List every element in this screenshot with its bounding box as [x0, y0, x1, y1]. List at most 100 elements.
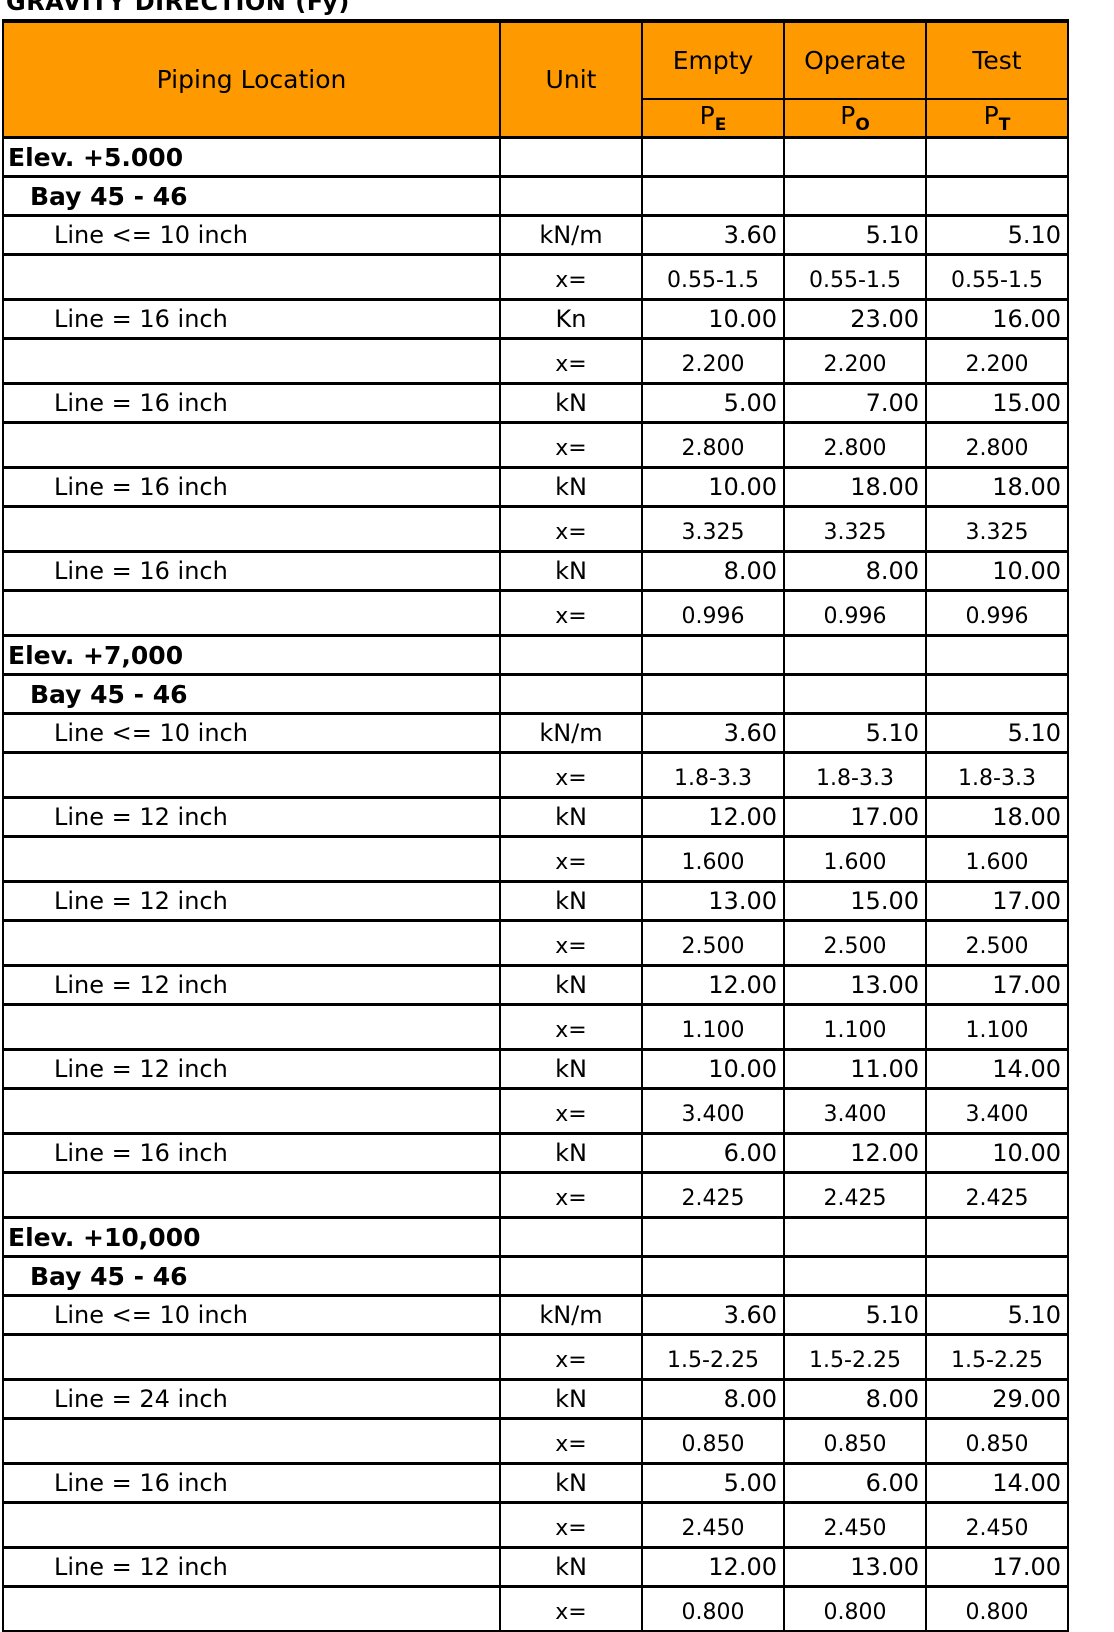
operate-load-value: 8.00 — [783, 1378, 927, 1420]
operate-load-value: 5.10 — [783, 214, 927, 256]
test-load-value: 18.00 — [925, 796, 1069, 838]
test-x-value: 1.5-2.25 — [925, 1333, 1069, 1381]
test-load-value: 17.00 — [925, 880, 1069, 922]
empty-cell — [2, 589, 501, 637]
line-load-row: Line <= 10 inch kN/m 3.60 5.10 5.10 — [2, 712, 1069, 754]
x-label: x= — [499, 1417, 643, 1465]
empty-cell — [499, 634, 643, 676]
header-unit: Unit — [499, 19, 643, 139]
empty-load-value: 5.00 — [641, 1462, 785, 1504]
operate-x-value: 2.200 — [783, 337, 927, 385]
header-empty: Empty — [641, 19, 785, 100]
line-load-row: Line <= 10 inch kN/m 3.60 5.10 5.10 — [2, 1294, 1069, 1336]
unit-cell: kN — [499, 964, 643, 1006]
empty-cell — [641, 175, 785, 217]
line-load-row: Line <= 10 inch kN/m 3.60 5.10 5.10 — [2, 214, 1069, 256]
empty-cell — [2, 1333, 501, 1381]
operate-x-value: 0.996 — [783, 589, 927, 637]
empty-cell — [2, 1171, 501, 1219]
test-load-value: 29.00 — [925, 1378, 1069, 1420]
empty-cell — [2, 337, 501, 385]
header-test: Test — [925, 19, 1069, 100]
empty-cell — [641, 634, 785, 676]
test-x-value: 3.325 — [925, 505, 1069, 553]
bay-label: Bay 45 - 46 — [2, 1255, 501, 1297]
operate-x-value: 2.425 — [783, 1171, 927, 1219]
line-load-row: Line = 16 inch kN 10.00 18.00 18.00 — [2, 466, 1069, 508]
location-x-row: x= 1.100 1.100 1.100 — [2, 1003, 1069, 1051]
operate-x-value: 0.800 — [783, 1585, 927, 1632]
empty-cell — [2, 421, 501, 469]
test-x-value: 0.850 — [925, 1417, 1069, 1465]
elevation-row: Elev. +10,000 — [2, 1216, 1069, 1258]
operate-load-value: 23.00 — [783, 298, 927, 340]
empty-x-value: 0.800 — [641, 1585, 785, 1632]
unit-cell: kN — [499, 1378, 643, 1420]
test-x-value: 1.8-3.3 — [925, 751, 1069, 799]
unit-cell: kN — [499, 382, 643, 424]
operate-x-value: 1.100 — [783, 1003, 927, 1051]
empty-x-value: 0.850 — [641, 1417, 785, 1465]
header-po: PO — [783, 98, 927, 139]
header-piping-location: Piping Location — [2, 19, 501, 139]
operate-load-value: 12.00 — [783, 1132, 927, 1174]
operate-x-value: 1.600 — [783, 835, 927, 883]
location-x-row: x= 2.800 2.800 2.800 — [2, 421, 1069, 469]
empty-x-value: 1.5-2.25 — [641, 1333, 785, 1381]
test-load-value: 5.10 — [925, 1294, 1069, 1336]
bay-row: Bay 45 - 46 — [2, 1255, 1069, 1297]
elevation-label: Elev. +5.000 — [2, 136, 501, 178]
empty-load-value: 13.00 — [641, 880, 785, 922]
empty-cell — [2, 1501, 501, 1549]
empty-cell — [641, 1216, 785, 1258]
operate-x-value: 1.8-3.3 — [783, 751, 927, 799]
empty-cell — [2, 1087, 501, 1135]
unit-cell: kN — [499, 1462, 643, 1504]
operate-load-value: 5.10 — [783, 712, 927, 754]
x-label: x= — [499, 835, 643, 883]
location-x-row: x= 1.5-2.25 1.5-2.25 1.5-2.25 — [2, 1333, 1069, 1381]
bay-label: Bay 45 - 46 — [2, 673, 501, 715]
empty-cell — [499, 673, 643, 715]
empty-cell — [499, 136, 643, 178]
x-label: x= — [499, 337, 643, 385]
test-x-value: 2.450 — [925, 1501, 1069, 1549]
line-load-row: Line = 16 inch kN 5.00 7.00 15.00 — [2, 382, 1069, 424]
empty-cell — [2, 919, 501, 967]
unit-cell: kN — [499, 1132, 643, 1174]
line-load-row: Line = 16 inch kN 6.00 12.00 10.00 — [2, 1132, 1069, 1174]
x-label: x= — [499, 751, 643, 799]
empty-cell — [641, 1255, 785, 1297]
header-pt: PT — [925, 98, 1069, 139]
test-load-value: 18.00 — [925, 466, 1069, 508]
operate-x-value: 3.400 — [783, 1087, 927, 1135]
test-load-value: 14.00 — [925, 1048, 1069, 1090]
bay-label: Bay 45 - 46 — [2, 175, 501, 217]
empty-cell — [641, 673, 785, 715]
location-x-row: x= 0.55-1.5 0.55-1.5 0.55-1.5 — [2, 253, 1069, 301]
gravity-load-table: Piping Location Unit Empty Operate Test … — [2, 19, 1069, 1632]
empty-cell — [925, 1255, 1069, 1297]
line-load-row: Line = 16 inch Kn 10.00 23.00 16.00 — [2, 298, 1069, 340]
operate-x-value: 1.5-2.25 — [783, 1333, 927, 1381]
empty-x-value: 2.450 — [641, 1501, 785, 1549]
empty-cell — [783, 1216, 927, 1258]
x-label: x= — [499, 1585, 643, 1632]
line-label: Line = 12 inch — [2, 796, 501, 838]
empty-load-value: 10.00 — [641, 298, 785, 340]
location-x-row: x= 2.500 2.500 2.500 — [2, 919, 1069, 967]
line-label: Line = 12 inch — [2, 1048, 501, 1090]
operate-load-value: 5.10 — [783, 1294, 927, 1336]
line-load-row: Line = 12 inch kN 10.00 11.00 14.00 — [2, 1048, 1069, 1090]
operate-load-value: 15.00 — [783, 880, 927, 922]
empty-cell — [783, 175, 927, 217]
test-load-value: 17.00 — [925, 964, 1069, 1006]
line-load-row: Line = 12 inch kN 12.00 13.00 17.00 — [2, 1546, 1069, 1588]
empty-cell — [499, 175, 643, 217]
empty-cell — [2, 505, 501, 553]
line-label: Line <= 10 inch — [2, 214, 501, 256]
empty-load-value: 3.60 — [641, 712, 785, 754]
empty-cell — [783, 136, 927, 178]
operate-load-value: 18.00 — [783, 466, 927, 508]
line-label: Line = 12 inch — [2, 880, 501, 922]
